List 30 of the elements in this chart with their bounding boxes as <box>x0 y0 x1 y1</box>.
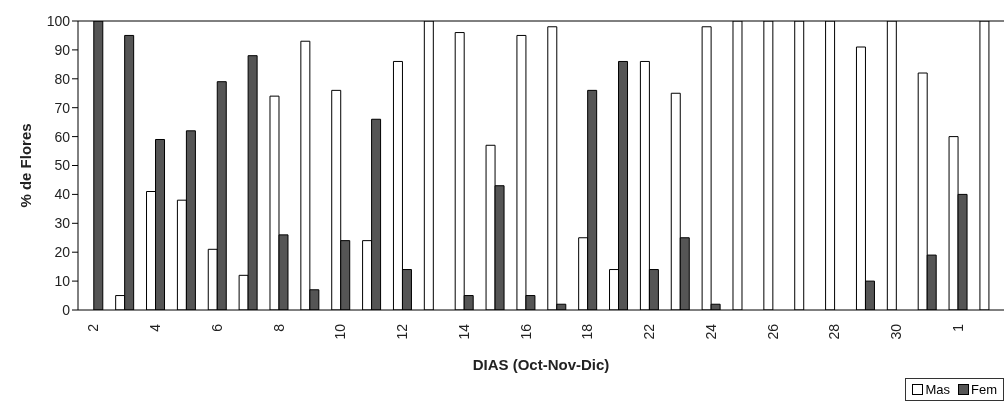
y-tick-label: 100 <box>46 12 71 29</box>
x-tick-label: 2 <box>85 323 102 332</box>
y-tick-label: 30 <box>54 215 71 232</box>
y-tick-label: 60 <box>54 128 71 145</box>
y-tick-label: 10 <box>54 273 71 290</box>
y-tick-label: 90 <box>54 41 71 58</box>
x-tick-label: 10 <box>332 323 349 340</box>
y-tick-label: 40 <box>54 186 71 203</box>
y-tick-label: 20 <box>54 244 71 261</box>
x-tick-label: 1 <box>949 323 966 332</box>
x-axis-title: DIAS (Oct-Nov-Dic) <box>472 356 610 373</box>
x-tick-label: 26 <box>764 323 781 340</box>
y-tick-label: 50 <box>54 157 71 174</box>
y-tick-label: 0 <box>62 301 71 318</box>
x-tick-label: 24 <box>702 323 719 340</box>
y-tick-label: 70 <box>54 99 71 116</box>
x-tick-label: 16 <box>517 323 534 340</box>
y-tick-label: 80 <box>54 70 71 87</box>
legend-label: Mas <box>924 382 950 397</box>
x-tick-label: 12 <box>394 323 411 340</box>
x-tick-label: 8 <box>270 323 287 332</box>
x-tick-label: 6 <box>208 323 225 332</box>
y-axis-title: % de Flores <box>17 123 35 208</box>
x-tick-label: 30 <box>887 323 904 340</box>
x-tick-label: 14 <box>455 323 472 340</box>
legend-label: Fem <box>970 382 997 397</box>
x-tick-label: 4 <box>147 323 164 332</box>
x-tick-label: 22 <box>641 323 658 340</box>
x-tick-label: 28 <box>826 323 843 340</box>
x-tick-label: 18 <box>579 323 596 340</box>
